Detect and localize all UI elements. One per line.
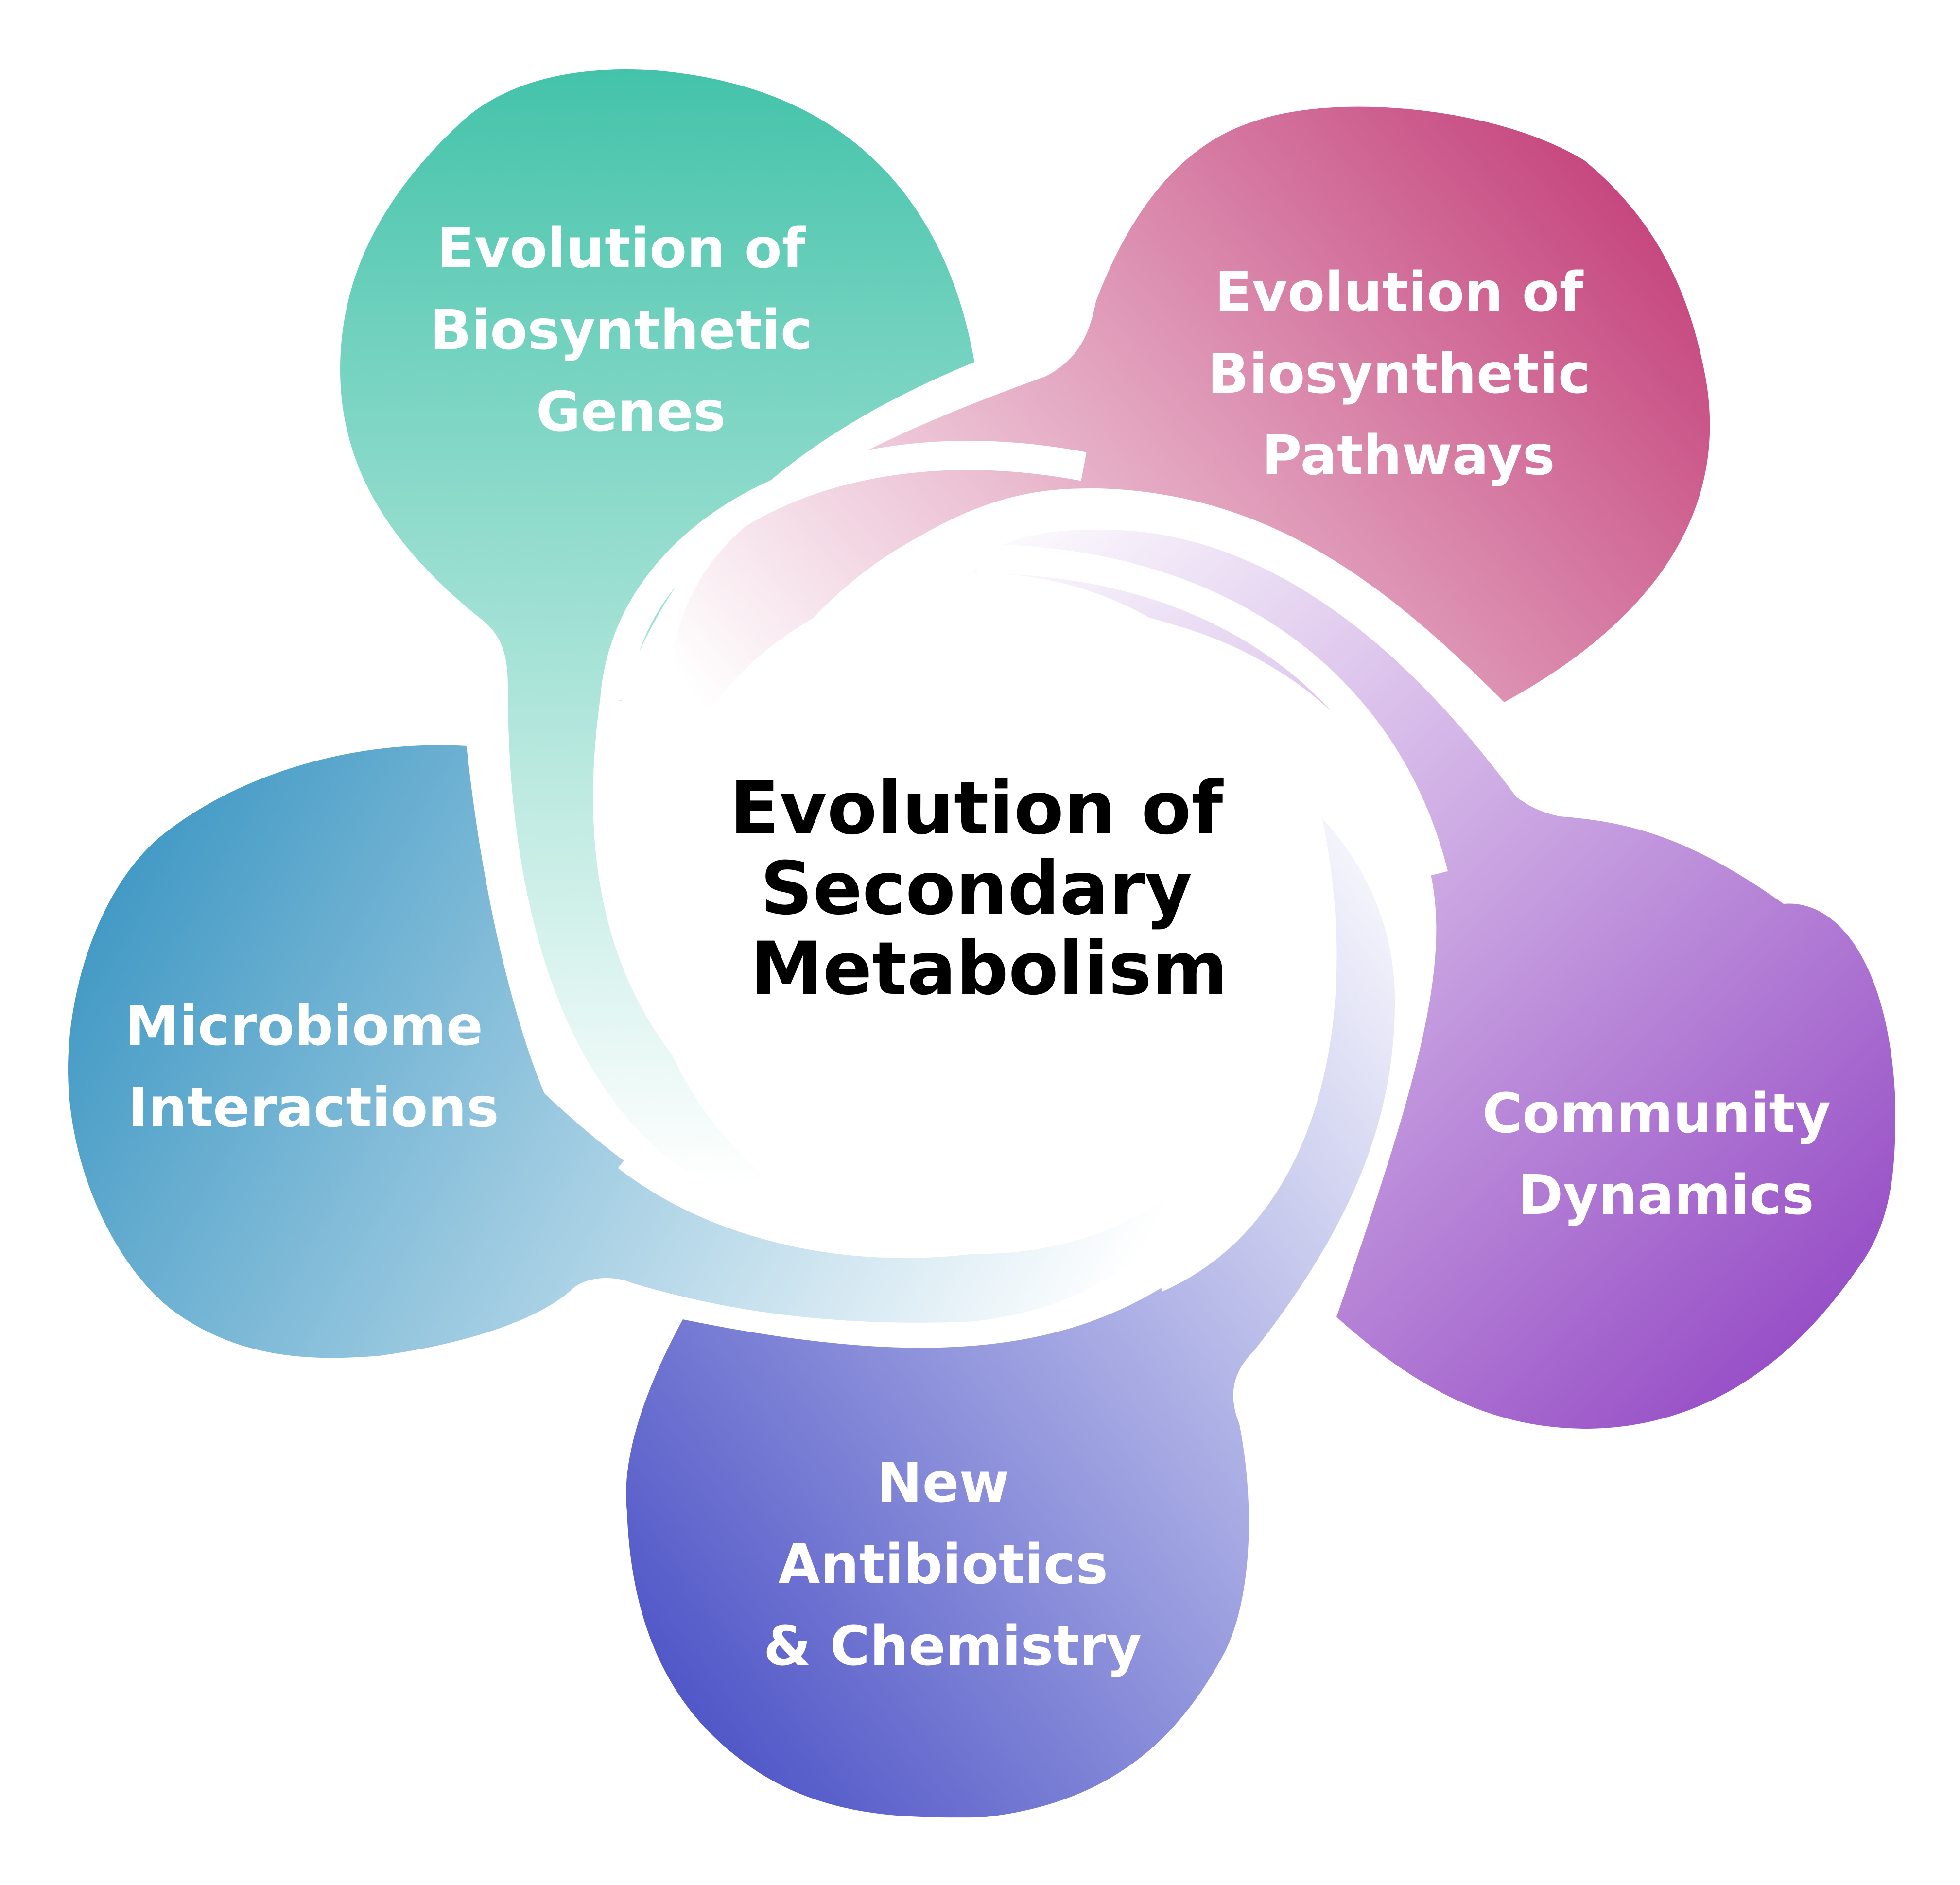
center-title-line: Evolution of: [729, 766, 1224, 851]
label-line: Interactions: [128, 1076, 499, 1140]
label-line: Antibiotics: [778, 1533, 1108, 1596]
label-line: New: [877, 1452, 1009, 1515]
label-line: Evolution of: [1215, 261, 1584, 324]
petal-label-community: Community Dynamics: [1482, 1082, 1850, 1227]
label-line: & Chemistry: [763, 1615, 1142, 1678]
center-title: Evolution of Secondary Metabolism: [729, 766, 1248, 1011]
petal-label-microbiome: Microbiome Interactions: [125, 995, 502, 1140]
label-line: Evolution of: [437, 217, 806, 280]
label-line: Community: [1482, 1082, 1831, 1145]
petal-genes: [340, 69, 974, 1184]
label-line: Biosynthetic: [430, 299, 813, 362]
label-line: Genes: [536, 380, 726, 444]
petal-microbiome: [68, 745, 1221, 1358]
petal-pathways: [665, 106, 1710, 846]
label-line: Biosynthetic: [1208, 343, 1591, 406]
petal-label-genes: Evolution of Biosynthetic Genes: [430, 217, 832, 444]
center-disc: [642, 573, 1322, 1254]
label-line: Pathways: [1262, 424, 1555, 487]
petal-label-antibiotics: New Antibiotics & Chemistry: [763, 1452, 1142, 1678]
petal-label-pathways: Evolution of Biosynthetic Pathways: [1208, 261, 1610, 487]
center-title-line: Metabolism: [750, 927, 1228, 1011]
label-line: Microbiome: [125, 995, 483, 1058]
swirl-gap: [600, 441, 1087, 701]
petal-community: [972, 529, 1895, 1429]
petal-antibiotics: [626, 790, 1395, 1818]
swirl-gap: [976, 544, 1448, 879]
label-line: Dynamics: [1518, 1164, 1814, 1227]
center-title-line: Secondary: [760, 847, 1192, 931]
